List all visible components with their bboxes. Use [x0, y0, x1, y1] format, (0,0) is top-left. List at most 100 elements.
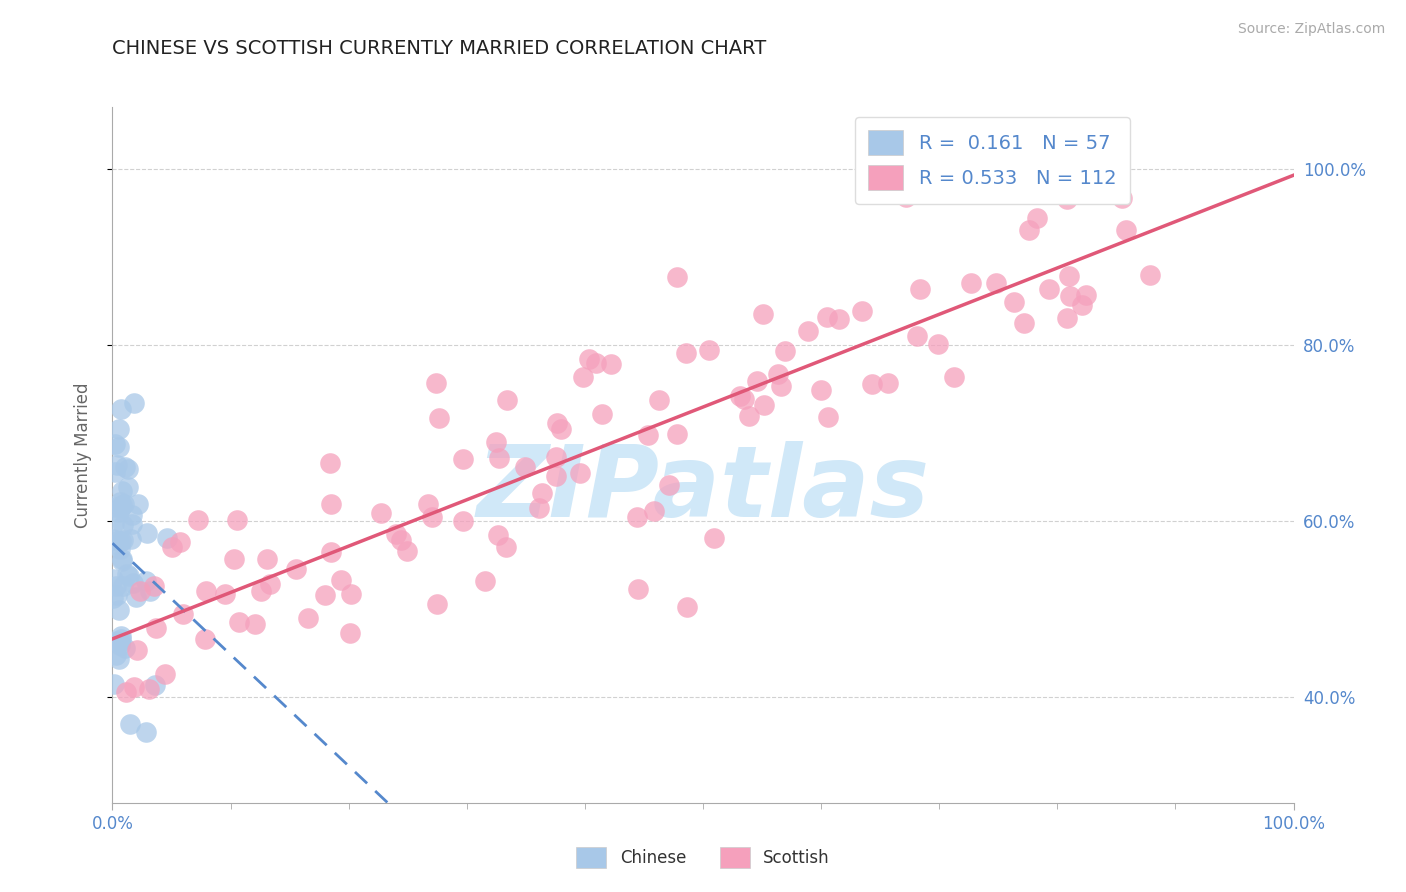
Point — [117, 461, 139, 475]
Point — [112, 497, 135, 511]
Point — [111, 517, 134, 532]
Point — [384, 527, 406, 541]
Point — [665, 270, 688, 285]
Point — [1139, 268, 1161, 282]
Point — [643, 504, 665, 518]
Point — [135, 526, 157, 541]
Point — [110, 629, 132, 643]
Point — [249, 584, 271, 599]
Point — [728, 389, 751, 403]
Point — [112, 533, 135, 548]
Point — [135, 574, 157, 588]
Point — [259, 576, 281, 591]
Point — [115, 685, 138, 699]
Point — [127, 496, 149, 510]
Point — [101, 533, 124, 547]
Text: ZIPatlas: ZIPatlas — [477, 442, 929, 538]
Point — [115, 566, 138, 581]
Point — [389, 533, 412, 547]
Point — [1111, 190, 1133, 204]
Point — [591, 408, 613, 422]
Point — [187, 513, 209, 527]
Point — [770, 378, 793, 392]
Text: Source: ZipAtlas.com: Source: ZipAtlas.com — [1237, 22, 1385, 37]
Point — [117, 480, 139, 494]
Point — [676, 599, 699, 614]
Point — [153, 667, 176, 681]
Point — [626, 582, 648, 597]
Point — [121, 516, 143, 531]
Point — [425, 376, 447, 390]
Point — [225, 513, 247, 527]
Point — [103, 516, 125, 531]
Point — [370, 506, 392, 520]
Point — [122, 576, 145, 591]
Point — [1025, 211, 1047, 225]
Legend: R =  0.161   N = 57, R = 0.533   N = 112: R = 0.161 N = 57, R = 0.533 N = 112 — [855, 117, 1130, 203]
Point — [245, 617, 267, 632]
Point — [1002, 295, 1025, 310]
Point — [120, 532, 142, 546]
Point — [1018, 223, 1040, 237]
Point — [105, 500, 128, 514]
Point — [851, 303, 873, 318]
Point — [108, 542, 131, 557]
Point — [339, 625, 361, 640]
Point — [1038, 282, 1060, 296]
Point — [515, 460, 537, 475]
Point — [488, 450, 510, 465]
Point — [738, 409, 761, 423]
Point — [1071, 298, 1094, 312]
Point — [124, 590, 146, 604]
Point — [285, 562, 308, 576]
Point — [416, 497, 439, 511]
Point — [111, 484, 134, 499]
Point — [125, 643, 148, 657]
Point — [222, 551, 245, 566]
Point — [145, 622, 167, 636]
Point — [571, 370, 593, 384]
Point — [745, 374, 768, 388]
Text: CHINESE VS SCOTTISH CURRENTLY MARRIED CORRELATION CHART: CHINESE VS SCOTTISH CURRENTLY MARRIED CO… — [112, 39, 766, 58]
Point — [108, 440, 131, 454]
Point — [666, 427, 689, 442]
Point — [495, 540, 517, 554]
Point — [860, 376, 883, 391]
Point — [103, 536, 125, 550]
Point — [427, 411, 450, 425]
Point — [108, 603, 131, 617]
Point — [117, 569, 139, 583]
Point — [319, 497, 342, 511]
Point — [105, 588, 128, 602]
Point — [959, 276, 981, 290]
Point — [128, 584, 150, 599]
Point — [485, 434, 508, 449]
Point — [139, 583, 162, 598]
Point — [143, 579, 166, 593]
Point — [114, 640, 136, 655]
Point — [815, 310, 838, 324]
Point — [894, 190, 917, 204]
Point — [396, 544, 419, 558]
Point — [877, 376, 900, 391]
Point — [104, 579, 127, 593]
Point — [1056, 311, 1078, 326]
Point — [339, 586, 361, 600]
Point — [637, 427, 659, 442]
Point — [942, 369, 965, 384]
Point — [648, 393, 671, 408]
Point — [111, 579, 134, 593]
Point — [578, 352, 600, 367]
Point — [110, 634, 132, 648]
Point — [111, 498, 134, 512]
Point — [817, 409, 839, 424]
Point — [228, 615, 250, 629]
Point — [155, 531, 177, 545]
Point — [451, 514, 474, 528]
Point — [105, 458, 128, 472]
Point — [122, 396, 145, 410]
Point — [527, 501, 550, 516]
Point — [122, 680, 145, 694]
Point — [1059, 268, 1081, 283]
Point — [107, 652, 129, 666]
